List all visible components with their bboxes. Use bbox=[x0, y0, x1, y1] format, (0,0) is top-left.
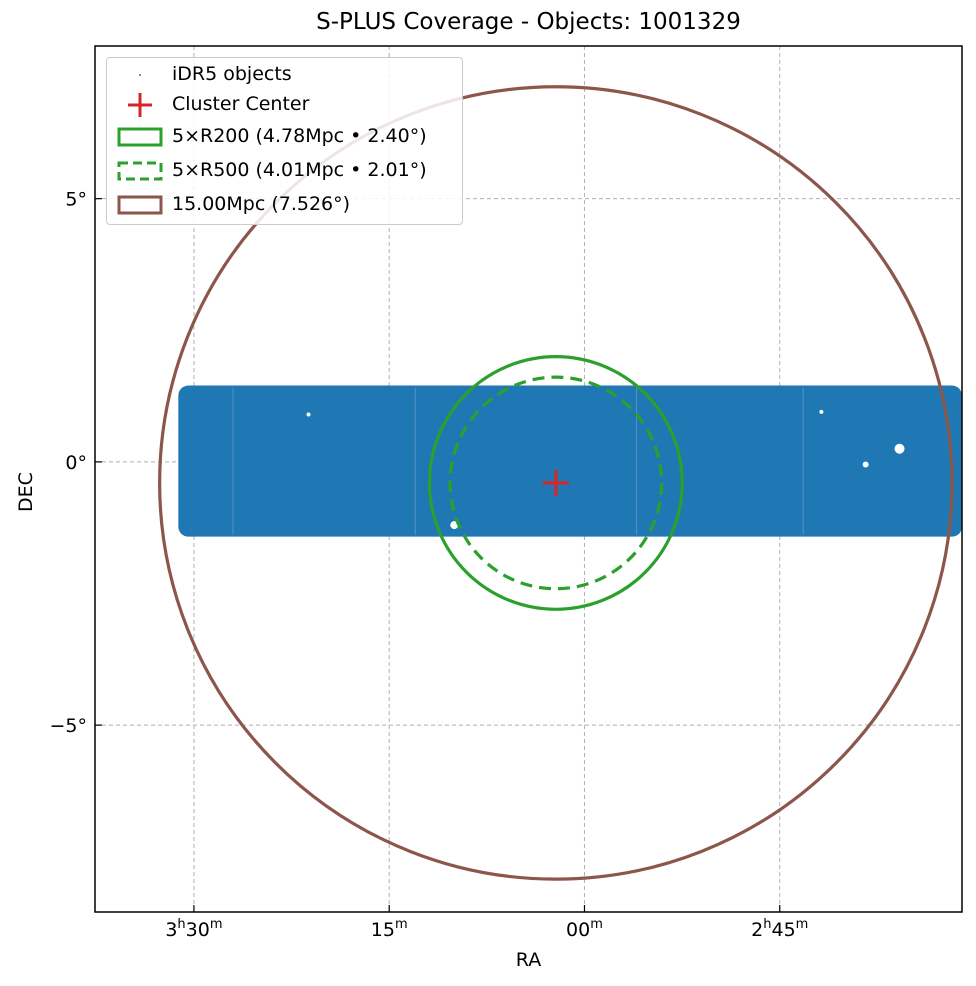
coverage-gap-3 bbox=[306, 412, 311, 417]
coverage-gap-1 bbox=[862, 461, 869, 468]
legend-label-cluster-center: Cluster Center bbox=[172, 93, 310, 115]
x-tick-label-1: 15m bbox=[371, 917, 408, 941]
legend-label-15mpc: 15.00Mpc (7.526°) bbox=[172, 193, 351, 215]
y-tick-label-0: 5° bbox=[65, 189, 87, 211]
coverage-gap-0 bbox=[894, 443, 905, 454]
data-layer bbox=[158, 85, 962, 881]
x-tick-label-3: 2h45m bbox=[751, 917, 808, 941]
x-tick-label-2: 00m bbox=[566, 917, 603, 941]
chart-title: S-PLUS Coverage - Objects: 1001329 bbox=[316, 9, 741, 35]
radius-circle-2 bbox=[158, 85, 954, 881]
y-axis-label: DEC bbox=[15, 472, 37, 512]
x-axis-label: RA bbox=[515, 949, 542, 971]
legend-symbol-r500 bbox=[117, 161, 163, 181]
legend-dot-idr5 bbox=[139, 74, 141, 76]
radius-circle-0 bbox=[427, 355, 684, 611]
y-tick-label-1: 0° bbox=[65, 452, 87, 474]
coverage-stripe bbox=[178, 385, 962, 537]
radius-circle-1 bbox=[448, 375, 664, 591]
legend-symbol-15mpc bbox=[117, 195, 163, 215]
y-tick-label-2: −5° bbox=[49, 715, 87, 737]
legend-marker-idr5 bbox=[139, 74, 141, 76]
tick-layer: 3h30m 15m 00m 2h45m 5° 0° −5° bbox=[49, 189, 808, 941]
legend-label-r500: 5×R500 (4.01Mpc • 2.01°) bbox=[172, 159, 427, 181]
legend-symbol-cross bbox=[128, 93, 152, 117]
legend-entry-r500: 5×R500 (4.01Mpc • 2.01°) bbox=[107, 156, 462, 186]
legend-entry-cluster-center: Cluster Center bbox=[107, 90, 462, 120]
x-tick-label-0: 3h30m bbox=[165, 917, 222, 941]
coverage-gap-2 bbox=[819, 409, 824, 414]
legend-entry-15mpc: 15.00Mpc (7.526°) bbox=[107, 190, 462, 220]
legend-label-r200: 5×R200 (4.78Mpc • 2.40°) bbox=[172, 125, 427, 147]
legend-label-idr5: iDR5 objects bbox=[172, 63, 292, 85]
legend: iDR5 objects Cluster Center 5×R200 (4.78… bbox=[106, 57, 463, 225]
legend-symbol-idr5 bbox=[113, 60, 163, 90]
legend-entry-idr5: iDR5 objects bbox=[107, 60, 462, 90]
legend-symbol-r200 bbox=[117, 127, 163, 147]
legend-entry-r200: 5×R200 (4.78Mpc • 2.40°) bbox=[107, 122, 462, 152]
axes-frame bbox=[94, 45, 963, 913]
